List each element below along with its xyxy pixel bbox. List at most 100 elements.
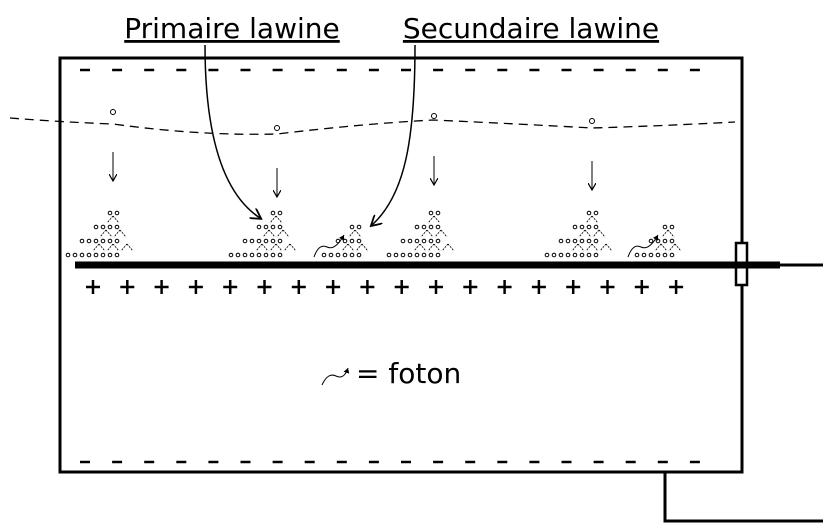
charge — [356, 252, 362, 258]
charge — [249, 252, 255, 258]
split — [661, 229, 675, 238]
split — [262, 229, 276, 238]
charge — [648, 238, 654, 244]
electron — [589, 118, 595, 124]
charge — [586, 224, 592, 230]
charge — [256, 224, 262, 230]
charge — [407, 252, 413, 258]
charge — [79, 252, 85, 258]
charge — [263, 224, 269, 230]
split — [599, 243, 613, 252]
charge — [414, 238, 420, 244]
charge — [435, 238, 441, 244]
charge — [114, 252, 120, 258]
charge — [114, 210, 120, 216]
charge — [407, 238, 413, 244]
charge — [544, 252, 550, 258]
charge — [93, 224, 99, 230]
charge — [428, 224, 434, 230]
charge — [263, 238, 269, 244]
electron — [431, 113, 437, 119]
charge — [400, 238, 406, 244]
charge — [565, 252, 571, 258]
charge — [593, 210, 599, 216]
split — [106, 243, 120, 252]
charge — [634, 252, 640, 258]
split — [355, 243, 369, 252]
split — [283, 243, 297, 252]
charge — [107, 224, 113, 230]
split — [99, 229, 113, 238]
split — [92, 243, 106, 252]
charge — [572, 238, 578, 244]
charge — [349, 224, 355, 230]
charge — [655, 238, 661, 244]
charge — [586, 238, 592, 244]
split — [113, 229, 127, 238]
charge — [93, 252, 99, 258]
photon — [627, 234, 659, 258]
charge — [107, 238, 113, 244]
charge — [579, 238, 585, 244]
charge — [593, 238, 599, 244]
split — [585, 243, 599, 252]
split — [269, 243, 283, 252]
charge — [277, 238, 283, 244]
charge — [114, 238, 120, 244]
photon-symbol — [321, 367, 350, 386]
charge — [277, 252, 283, 258]
split — [592, 229, 606, 238]
charge — [428, 238, 434, 244]
split — [413, 243, 427, 252]
split — [434, 229, 448, 238]
charge — [342, 238, 348, 244]
charge — [655, 252, 661, 258]
photon-legend: = foton — [356, 357, 461, 390]
split — [571, 243, 585, 252]
charge — [558, 252, 564, 258]
charge — [579, 252, 585, 258]
charge — [662, 224, 668, 230]
charge — [107, 252, 113, 258]
charge — [565, 238, 571, 244]
charge — [335, 252, 341, 258]
charge — [558, 238, 564, 244]
charge — [393, 252, 399, 258]
charge — [86, 238, 92, 244]
charge — [593, 224, 599, 230]
split — [585, 215, 599, 224]
charge — [648, 252, 654, 258]
charge — [328, 252, 334, 258]
charge — [421, 238, 427, 244]
electron — [274, 125, 280, 131]
charge — [386, 252, 392, 258]
charge — [270, 210, 276, 216]
charge — [593, 252, 599, 258]
charge — [349, 252, 355, 258]
charge — [586, 210, 592, 216]
charge — [242, 252, 248, 258]
charge — [669, 224, 675, 230]
split — [578, 229, 592, 238]
charge — [249, 238, 255, 244]
charge — [579, 224, 585, 230]
charge — [228, 252, 234, 258]
electron — [110, 109, 116, 115]
charge — [342, 252, 348, 258]
split — [654, 243, 668, 252]
charge — [100, 252, 106, 258]
charge — [100, 224, 106, 230]
charge — [270, 238, 276, 244]
charge — [93, 238, 99, 244]
charge — [435, 252, 441, 258]
charge — [72, 252, 78, 258]
photon — [313, 234, 345, 258]
secondary-pointer — [372, 44, 416, 225]
charge — [641, 252, 647, 258]
charge — [586, 252, 592, 258]
charge — [428, 252, 434, 258]
charge — [65, 252, 71, 258]
charge — [662, 252, 668, 258]
